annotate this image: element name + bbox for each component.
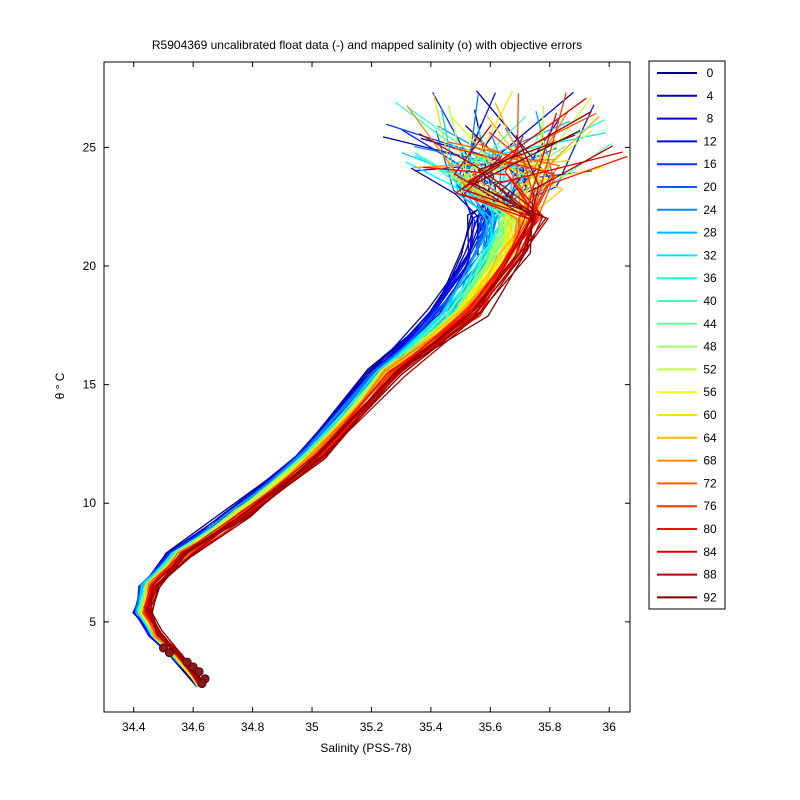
x-tick-label: 34.4 [122,720,146,734]
legend-label: 88 [703,568,717,582]
legend-label: 16 [703,157,717,171]
y-tick-label: 10 [83,496,97,510]
x-tick-label: 35.4 [419,720,443,734]
legend-label: 24 [703,203,717,217]
legend-label: 0 [707,66,714,80]
x-axis: 34.4 34.6 34.8 35 35.2 35.4 35.6 35.8 36 [122,62,616,734]
legend-label: 4 [707,89,714,103]
legend-label: 44 [703,317,717,331]
y-axis-label: θ ° C [53,372,67,399]
plot-area [103,61,631,713]
mapped-salinity-marker [164,648,174,658]
profile-line [147,110,592,681]
profile-lines [132,90,628,688]
legend-label: 48 [703,340,717,354]
y-tick-label: 15 [83,378,97,392]
legend-label: 20 [703,180,717,194]
legend-label: 92 [703,590,717,604]
chart-title: R5904369 uncalibrated float data (-) and… [152,38,582,52]
mapped-salinity-marker [182,657,192,667]
legend-label: 80 [703,522,717,536]
y-tick-label: 20 [83,259,97,273]
y-tick-label: 25 [83,140,97,154]
x-tick-label: 34.8 [241,720,265,734]
x-tick-label: 35.2 [360,720,384,734]
legend-label: 40 [703,294,717,308]
x-axis-label: Salinity (PSS-78) [320,741,411,755]
legend-label: 68 [703,454,717,468]
legend-label: 28 [703,226,717,240]
legend-label: 8 [707,112,714,126]
legend: 0481216202428323640444852566064687276808… [648,60,726,610]
mapped-salinity-marker [158,643,168,653]
x-tick-label: 34.6 [181,720,205,734]
legend-label: 84 [703,545,717,559]
legend-label: 72 [703,476,717,490]
mapped-salinity-marker [194,667,204,677]
x-tick-label: 35 [305,720,319,734]
legend-label: 12 [703,134,717,148]
y-tick-label: 5 [89,615,96,629]
legend-label: 36 [703,271,717,285]
legend-label: 56 [703,385,717,399]
mapped-salinity-marker [197,679,207,689]
legend-label: 60 [703,408,717,422]
legend-box [648,60,726,610]
mapped-salinity-markers [158,643,210,689]
mapped-salinity-marker [188,662,198,672]
x-tick-label: 35.6 [479,720,503,734]
y-axis: 5 10 15 20 25 [83,140,630,629]
x-tick-label: 36 [603,720,617,734]
legend-label: 52 [703,362,717,376]
x-tick-label: 35.8 [538,720,562,734]
profile-line [151,130,581,682]
legend-label: 76 [703,499,717,513]
legend-label: 64 [703,431,717,445]
legend-label: 32 [703,248,717,262]
